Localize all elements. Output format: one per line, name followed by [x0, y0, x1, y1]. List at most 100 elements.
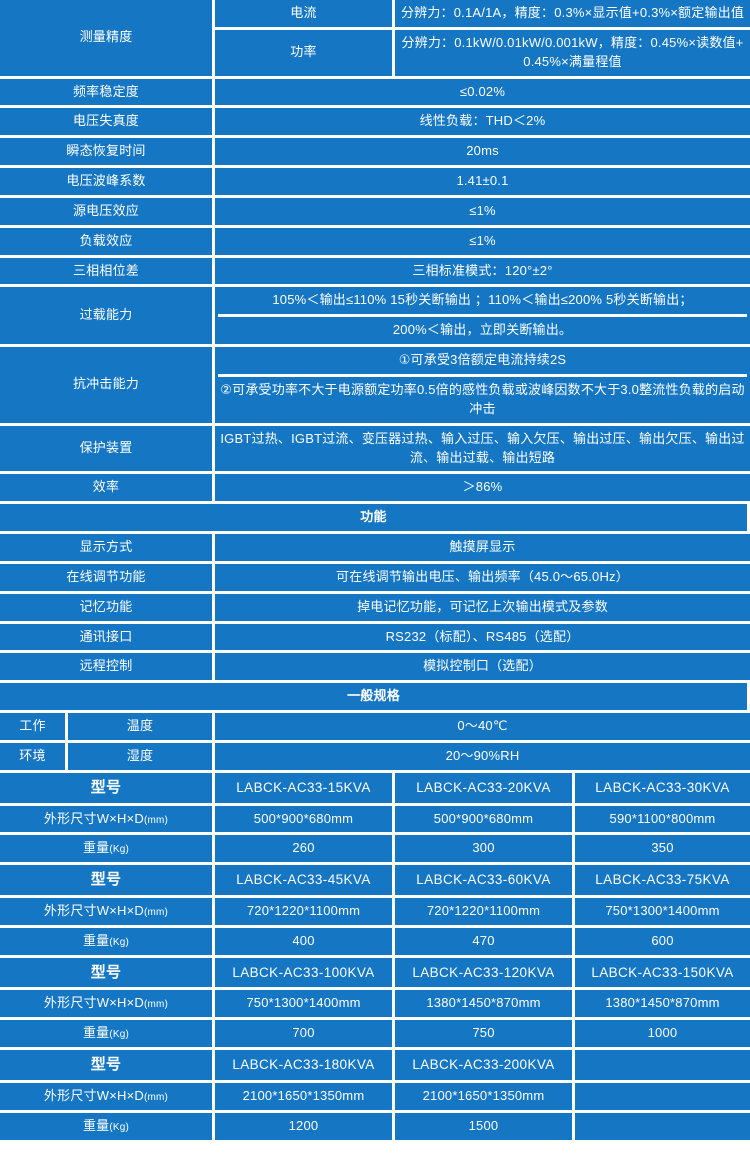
row-label-model: 型号	[0, 1050, 215, 1083]
row-value-protection: IGBT过热、IGBT过流、变压器过热、输入过压、输入欠压、输出过压、输出欠压、…	[215, 425, 750, 475]
table-row: 源电压效应 ≤1%	[0, 197, 750, 228]
row-label-transient-recovery: 瞬态恢复时间	[0, 138, 215, 169]
dimension-cell-empty	[575, 1082, 750, 1113]
dimension-label-text: 外形尺寸W×H×D	[43, 1087, 144, 1103]
table-row: 重量(Kg) 1200 1500	[0, 1112, 750, 1143]
weight-cell: 1000	[575, 1020, 750, 1051]
model-cell: LABCK-AC33-200KVA	[395, 1050, 575, 1083]
weight-cell-empty	[575, 1112, 750, 1143]
model-cell: LABCK-AC33-180KVA	[215, 1050, 395, 1083]
row-value-remote-control: 模拟控制口（选配）	[215, 653, 750, 684]
row-label-phase-difference: 三相相位差	[0, 257, 215, 288]
sub-label-humidity: 湿度	[68, 742, 215, 773]
row-label-remote-control: 远程控制	[0, 653, 215, 684]
row-label-surge-resistance: 抗冲击能力	[0, 347, 215, 426]
section-header-function: 功能	[0, 504, 750, 535]
sub-label-current: 电流	[215, 0, 395, 30]
overload-line-1: 105%＜输出≤110% 15秒关断输出 ；110%＜输出≤200% 5秒关断输…	[272, 292, 693, 308]
section-header-row: 功能	[0, 504, 750, 535]
row-label-weight: 重量(Kg)	[0, 927, 215, 958]
dimension-unit: (mm)	[143, 1091, 169, 1103]
row-label-weight: 重量(Kg)	[0, 1020, 215, 1051]
overload-line-2: 200%＜输出，立即关断输出。	[218, 314, 747, 340]
table-row: 工作 温度 0～40℃	[0, 713, 750, 743]
row-label-load-effect: 负载效应	[0, 227, 215, 258]
table-row: 测量精度 电流 分辨力：0.1A/1A，精度：0.3%×显示值+0.3%×额定输…	[0, 0, 750, 79]
model-cell: LABCK-AC33-100KVA	[215, 957, 395, 991]
weight-cell: 700	[215, 1020, 395, 1051]
dimension-cell: 500*900*680mm	[215, 805, 395, 836]
row-label-comm-interface: 通讯接口	[0, 623, 215, 654]
value-current-accuracy: 分辨力：0.1A/1A，精度：0.3%×显示值+0.3%×额定输出值	[395, 0, 750, 30]
row-label-source-effect: 源电压效应	[0, 197, 215, 228]
weight-unit: (Kg)	[109, 936, 130, 948]
row-label-voltage-distortion: 电压失真度	[0, 108, 215, 139]
row-value-crest-factor: 1.41±0.1	[215, 168, 750, 198]
row-label-dimensions: 外形尺寸W×H×D(mm)	[0, 897, 215, 928]
weight-cell: 750	[395, 1020, 575, 1051]
dimension-cell: 2100*1650*1350mm	[215, 1082, 395, 1113]
table-row: 远程控制 模拟控制口（选配）	[0, 653, 750, 684]
row-label-efficiency: 效率	[0, 474, 215, 505]
dimension-cell: 500*900*680mm	[395, 805, 575, 836]
row-label-working: 工作	[0, 713, 68, 743]
row-value-voltage-distortion: 线性负载：THD＜2%	[215, 108, 750, 139]
weight-cell: 350	[575, 835, 750, 866]
dimension-unit: (mm)	[143, 999, 169, 1011]
weight-label-text: 重量	[82, 1117, 110, 1133]
weight-cell: 1200	[215, 1112, 395, 1143]
dimension-cell: 750*1300*1400mm	[575, 897, 750, 928]
row-label-dimensions: 外形尺寸W×H×D(mm)	[0, 1082, 215, 1113]
weight-cell: 600	[575, 927, 750, 958]
weight-unit: (Kg)	[109, 844, 130, 856]
row-label-protection: 保护装置	[0, 425, 215, 475]
model-cell: LABCK-AC33-120KVA	[395, 957, 575, 991]
table-row: 环境 湿度 20～90%RH	[0, 742, 750, 773]
row-label-measure-accuracy: 测量精度	[0, 0, 215, 79]
dimension-unit: (mm)	[143, 906, 169, 918]
row-value-source-effect: ≤1%	[215, 197, 750, 228]
model-cell: LABCK-AC33-75KVA	[575, 865, 750, 898]
model-cell: LABCK-AC33-30KVA	[575, 772, 750, 806]
model-header-row: 型号 LABCK-AC33-45KVA LABCK-AC33-60KVA LAB…	[0, 865, 750, 898]
row-value-temperature: 0～40℃	[215, 713, 750, 743]
row-label-memory-function: 记忆功能	[0, 593, 215, 624]
sub-label-temperature: 温度	[68, 713, 215, 743]
table-row: 外形尺寸W×H×D(mm) 720*1220*1100mm 720*1220*1…	[0, 897, 750, 928]
row-value-online-adjust: 可在线调节输出电压、输出频率（45.0～65.0Hz）	[215, 563, 750, 594]
value-power-accuracy: 分辨力：0.1kW/0.01kW/0.001kW，精度：0.45%×读数值+0.…	[395, 29, 750, 79]
row-label-model: 型号	[0, 865, 215, 898]
weight-unit: (Kg)	[109, 1121, 130, 1133]
row-label-dimensions: 外形尺寸W×H×D(mm)	[0, 805, 215, 836]
table-row: 显示方式 触摸屏显示	[0, 534, 750, 564]
dimension-cell: 1380*1450*870mm	[575, 990, 750, 1021]
section-header-general-spec: 一般规格	[0, 683, 750, 714]
table-row: 三相相位差 三相标准模式：120°±2°	[0, 257, 750, 288]
row-value-surge-resistance: ①可承受3倍额定电流持续2S ②可承受功率不大于电源额定功率0.5倍的感性负载或…	[215, 347, 750, 426]
table-row: 频率稳定度 ≤0.02%	[0, 78, 750, 109]
weight-cell: 300	[395, 835, 575, 866]
row-value-humidity: 20～90%RH	[215, 742, 750, 773]
weight-label-text: 重量	[82, 932, 110, 948]
specification-table: 测量精度 电流 分辨力：0.1A/1A，精度：0.3%×显示值+0.3%×额定输…	[0, 0, 750, 1143]
model-cell: LABCK-AC33-150KVA	[575, 957, 750, 991]
table-row: 在线调节功能 可在线调节输出电压、输出频率（45.0～65.0Hz）	[0, 563, 750, 594]
row-value-comm-interface: RS232（标配）、RS485（选配）	[215, 623, 750, 654]
model-cell-empty	[575, 1050, 750, 1083]
dimension-cell: 2100*1650*1350mm	[395, 1082, 575, 1113]
row-value-display-mode: 触摸屏显示	[215, 534, 750, 564]
surge-line-1: ①可承受3倍额定电流持续2S	[398, 352, 567, 368]
dimension-label-text: 外形尺寸W×H×D	[43, 810, 144, 826]
dimension-label-text: 外形尺寸W×H×D	[43, 995, 144, 1011]
table-row: 通讯接口 RS232（标配）、RS485（选配）	[0, 623, 750, 654]
row-label-weight: 重量(Kg)	[0, 1112, 215, 1143]
table-row: 重量(Kg) 700 750 1000	[0, 1020, 750, 1051]
model-header-row: 型号 LABCK-AC33-180KVA LABCK-AC33-200KVA	[0, 1050, 750, 1083]
row-label-frequency-stability: 频率稳定度	[0, 78, 215, 109]
row-label-model: 型号	[0, 772, 215, 806]
table-row: 效率 ＞86%	[0, 474, 750, 505]
weight-label-text: 重量	[82, 1025, 110, 1041]
table-row: 电压失真度 线性负载：THD＜2%	[0, 108, 750, 139]
table-row: 记忆功能 掉电记忆功能，可记忆上次输出模式及参数	[0, 593, 750, 624]
